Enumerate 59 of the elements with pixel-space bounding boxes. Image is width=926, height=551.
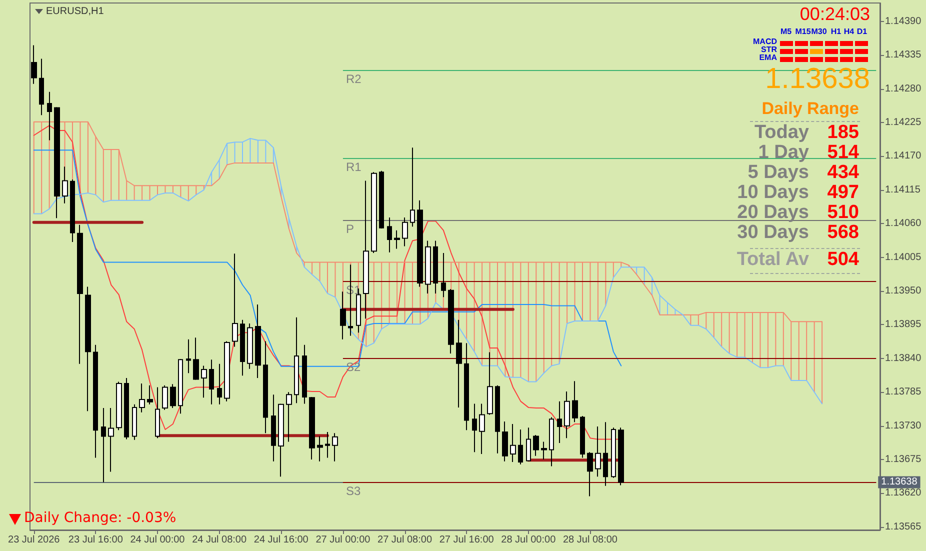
x-tick-label: 28 Jul 00:00 bbox=[501, 534, 556, 546]
x-tick-label: 27 Jul 00:00 bbox=[316, 534, 371, 546]
annotation: H4 bbox=[844, 27, 854, 37]
annotation: 434 bbox=[827, 162, 859, 184]
y-tick-label: 1.13840 bbox=[885, 352, 922, 364]
y-tick-label: 1.13675 bbox=[885, 454, 922, 466]
y-tick-label: 1.14280 bbox=[885, 83, 922, 94]
annotation: Daily Range bbox=[762, 99, 859, 119]
ref-line-label: R1 bbox=[346, 160, 362, 174]
x-tick-label: 23 Jul 2026 bbox=[8, 534, 60, 546]
y-tick-label: 1.14115 bbox=[885, 184, 921, 196]
x-tick-label: 24 Jul 16:00 bbox=[254, 534, 309, 546]
ref-line-label: 1.13638 bbox=[881, 476, 918, 488]
y-tick-label: 1.14225 bbox=[885, 116, 922, 128]
x-tick-label: 24 Jul 08:00 bbox=[192, 534, 247, 546]
y-tick-label: 1.13620 bbox=[885, 488, 922, 499]
x-tick-label: 24 Jul 00:00 bbox=[130, 534, 186, 546]
annotation: 510 bbox=[827, 202, 859, 224]
y-tick-label: 1.13950 bbox=[885, 286, 922, 297]
y-tick-label: 1.14060 bbox=[885, 218, 922, 230]
x-tick-label: 27 Jul 08:00 bbox=[378, 534, 432, 546]
x-tick-label: 28 Jul 08:00 bbox=[562, 534, 618, 546]
annotation: D1 bbox=[856, 27, 868, 37]
ref-line-label: R2 bbox=[346, 72, 362, 86]
y-tick-label: 1.13785 bbox=[885, 386, 922, 398]
x-tick-label: 27 Jul 16:00 bbox=[439, 534, 494, 546]
annotation: H1 bbox=[830, 27, 842, 37]
annotation: 00:24:03 bbox=[800, 4, 870, 25]
y-tick-label: 1.14390 bbox=[885, 16, 922, 27]
y-tick-label: 1.13895 bbox=[885, 319, 922, 330]
annotation: Today bbox=[754, 122, 809, 144]
annotation: STR bbox=[761, 45, 777, 54]
annotation: Daily Change: -0.03% bbox=[24, 510, 176, 526]
annotation: 504 bbox=[827, 249, 859, 271]
annotation: MACD bbox=[753, 37, 777, 46]
annotation: 30 Days bbox=[737, 222, 809, 244]
annotation: 1 Day bbox=[758, 142, 809, 164]
y-tick-label: 1.13565 bbox=[885, 521, 922, 532]
annotation: M5 bbox=[780, 27, 792, 37]
chart-title: EURUSD,H1 bbox=[46, 6, 104, 17]
y-tick-label: 1.14335 bbox=[885, 50, 922, 61]
y-tick-label: 1.13730 bbox=[885, 420, 922, 432]
annotation: 5 Days bbox=[748, 162, 809, 184]
ref-line-label: P bbox=[346, 222, 354, 236]
x-tick-label: 23 Jul 16:00 bbox=[68, 534, 124, 546]
annotation: 514 bbox=[827, 142, 859, 164]
ref-line-label: S3 bbox=[346, 484, 361, 498]
annotation: 568 bbox=[827, 222, 859, 244]
annotation: M30 bbox=[811, 27, 827, 37]
annotation: 185 bbox=[827, 122, 859, 144]
annotation: Total Av bbox=[736, 249, 809, 271]
annotation: 10 Days bbox=[737, 182, 809, 204]
annotation: M15 bbox=[795, 27, 811, 37]
y-tick-label: 1.14005 bbox=[885, 252, 922, 263]
annotation: 20 Days bbox=[737, 202, 809, 224]
annotation: 1.13638 bbox=[765, 63, 870, 96]
annotation: EMA bbox=[759, 53, 777, 63]
annotation: 497 bbox=[827, 182, 859, 204]
y-tick-label: 1.14170 bbox=[885, 150, 922, 162]
